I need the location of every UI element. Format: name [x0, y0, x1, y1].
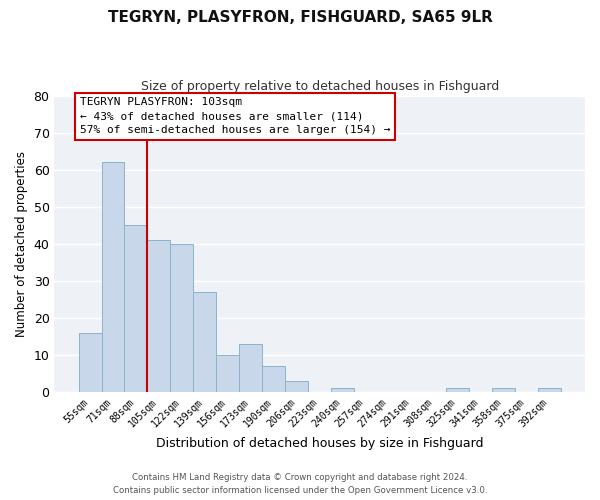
Text: TEGRYN PLASYFRON: 103sqm
← 43% of detached houses are smaller (114)
57% of semi-: TEGRYN PLASYFRON: 103sqm ← 43% of detach… — [80, 98, 390, 136]
Bar — [492, 388, 515, 392]
X-axis label: Distribution of detached houses by size in Fishguard: Distribution of detached houses by size … — [156, 437, 484, 450]
Bar — [285, 380, 308, 392]
Bar — [331, 388, 354, 392]
Bar — [262, 366, 285, 392]
Bar — [193, 292, 217, 392]
Bar — [79, 332, 101, 392]
Y-axis label: Number of detached properties: Number of detached properties — [15, 150, 28, 336]
Title: Size of property relative to detached houses in Fishguard: Size of property relative to detached ho… — [140, 80, 499, 93]
Text: Contains HM Land Registry data © Crown copyright and database right 2024.
Contai: Contains HM Land Registry data © Crown c… — [113, 474, 487, 495]
Bar — [148, 240, 170, 392]
Bar — [124, 225, 148, 392]
Bar — [538, 388, 561, 392]
Text: TEGRYN, PLASYFRON, FISHGUARD, SA65 9LR: TEGRYN, PLASYFRON, FISHGUARD, SA65 9LR — [107, 10, 493, 25]
Bar — [170, 244, 193, 392]
Bar — [217, 355, 239, 392]
Bar — [101, 162, 124, 392]
Bar — [446, 388, 469, 392]
Bar — [239, 344, 262, 392]
